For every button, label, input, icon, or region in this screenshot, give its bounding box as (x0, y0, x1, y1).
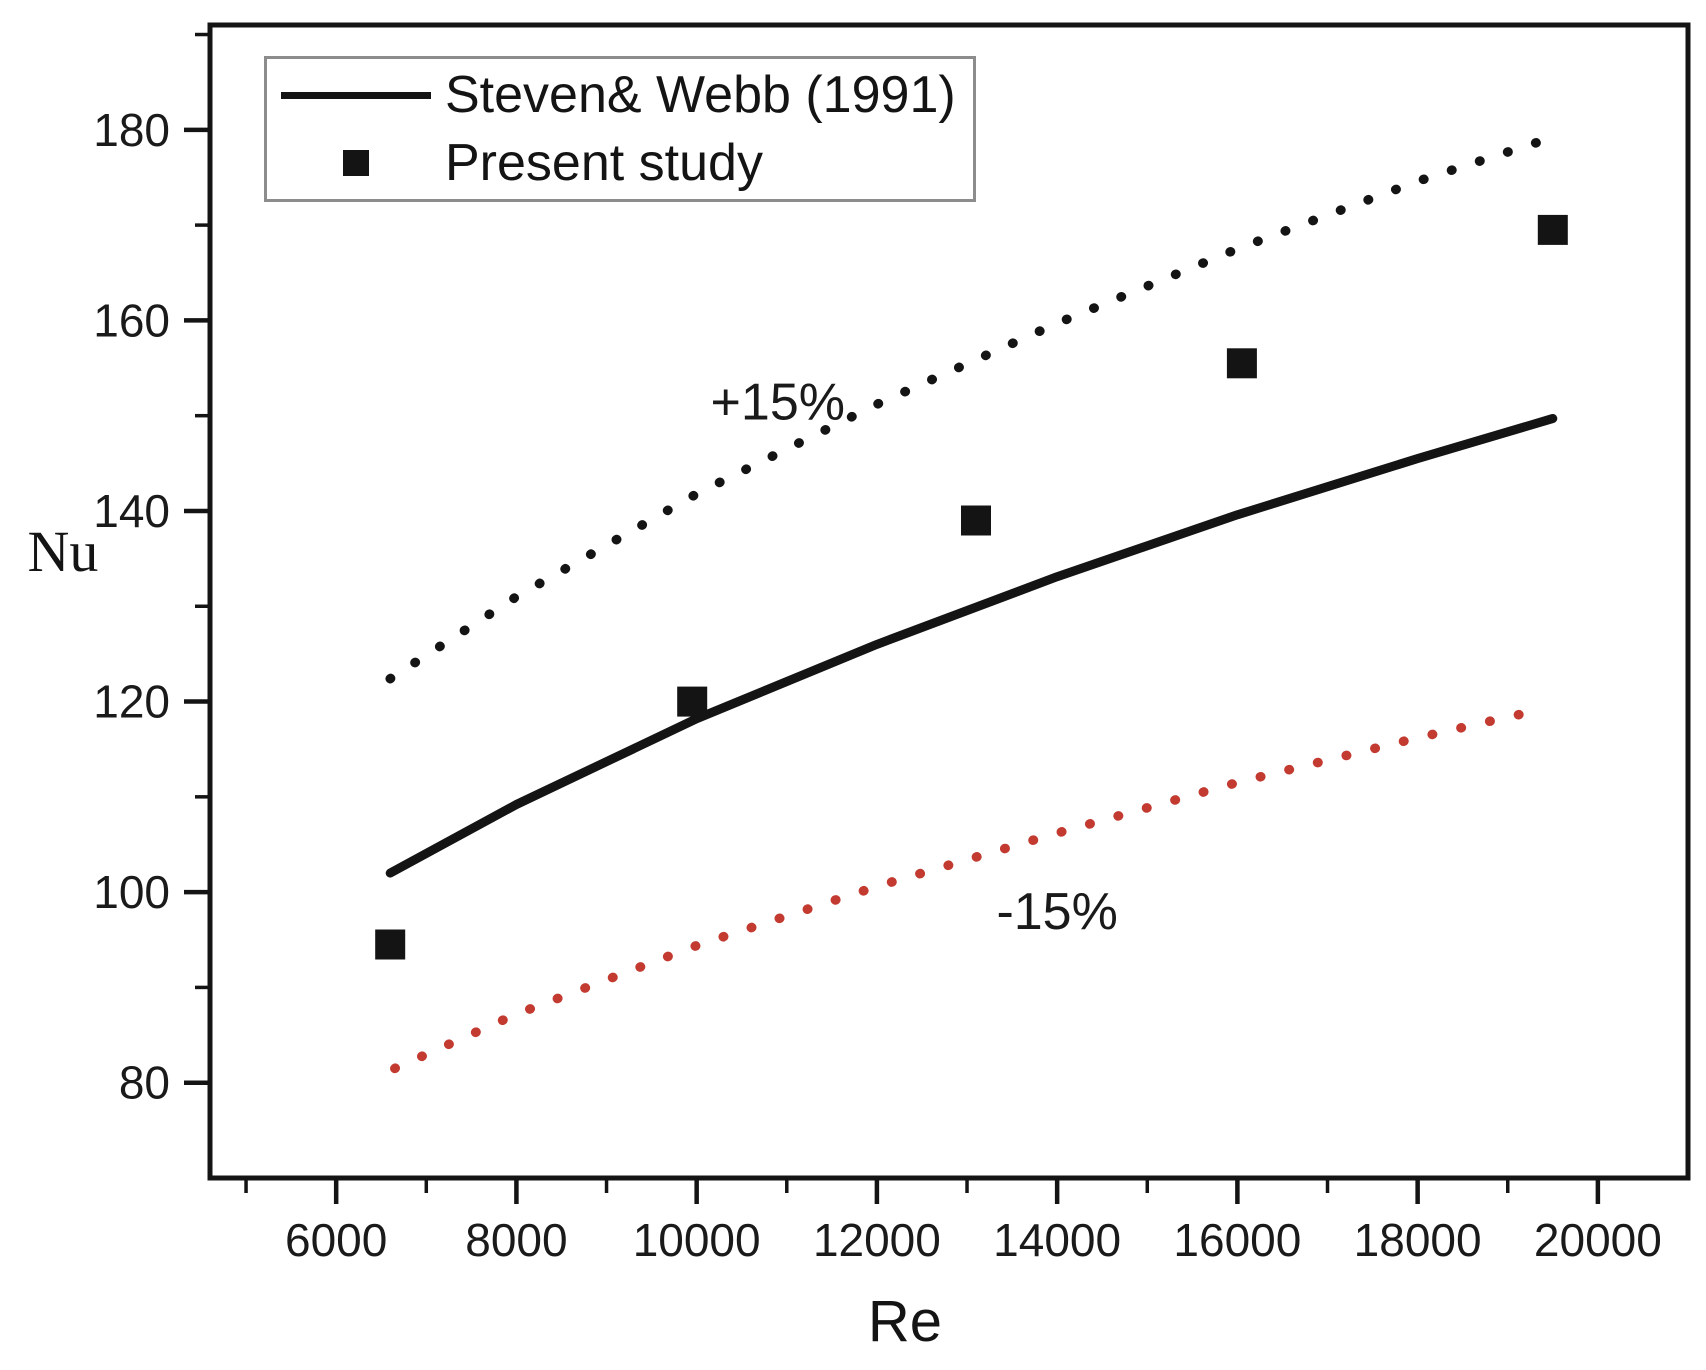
plot-frame (207, 22, 1691, 1181)
x-tick-label: 18000 (1354, 1214, 1482, 1266)
y-tick-label: 80 (119, 1057, 170, 1109)
x-tick-label: 16000 (1173, 1214, 1301, 1266)
x-tick-label: 20000 (1534, 1214, 1662, 1266)
y-tick-label: 180 (93, 104, 170, 156)
legend-item-present-study: Present study (267, 131, 973, 195)
legend-line-marker (267, 91, 445, 99)
data-point-square (677, 686, 708, 717)
y-tick-label: 100 (93, 866, 170, 918)
annotation--15: -15% (996, 883, 1117, 941)
data-point-square (1537, 214, 1568, 245)
solid-line-swatch (281, 91, 431, 99)
legend-label-steven-webb: Steven& Webb (1991) (445, 66, 956, 124)
legend: Steven& Webb (1991) Present study (264, 56, 976, 202)
x-tick-label: 10000 (633, 1214, 761, 1266)
series-line-steven-webb-1991- (385, 414, 1558, 878)
legend-label-present-study: Present study (445, 134, 763, 192)
data-point-square (961, 505, 991, 536)
square-marker-swatch (343, 150, 369, 176)
legend-item-steven-webb: Steven& Webb (1991) (267, 63, 973, 127)
y-axis-title: Nu (27, 519, 99, 584)
data-point-square (1226, 348, 1257, 379)
legend-square-marker (267, 150, 445, 176)
data-point-square (375, 929, 406, 960)
x-tick-label: 14000 (993, 1214, 1121, 1266)
x-tick-label: 12000 (813, 1214, 941, 1266)
x-tick-label: 6000 (285, 1214, 387, 1266)
series-line--15-band (390, 707, 1536, 1074)
y-tick-label: 140 (93, 485, 170, 537)
annotation-+15: +15% (711, 373, 845, 431)
y-tick-label: 120 (93, 676, 170, 728)
x-tick-label: 8000 (465, 1214, 567, 1266)
x-axis-title: Re (867, 1289, 943, 1354)
y-tick-label: 160 (93, 294, 170, 346)
series-line-+15-band (385, 135, 1549, 684)
